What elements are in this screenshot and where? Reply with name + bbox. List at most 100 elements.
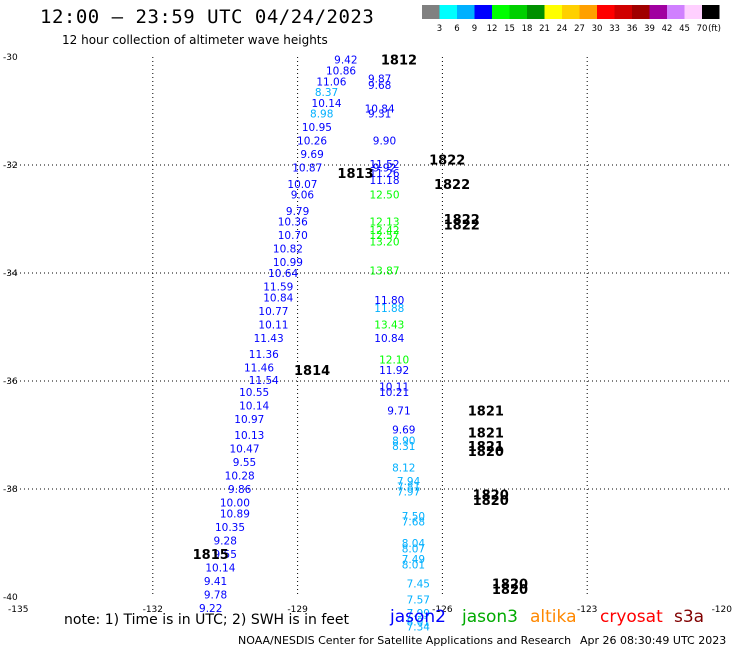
swh-value-jason3: 7.94 — [397, 476, 421, 488]
swh-value-jason3: 7.49 — [402, 554, 425, 566]
swh-value-jason2: 9.42 — [334, 55, 357, 67]
y-tick-label: -36 — [3, 377, 18, 387]
swh-value-jason3: 13.43 — [374, 319, 404, 331]
pass-label: 1821 — [468, 405, 504, 420]
swh-value-jason2: 10.13 — [234, 430, 264, 442]
swh-value-jason2: 9.55 — [233, 457, 256, 469]
swh-value-jason3: 11.80 — [374, 295, 404, 307]
swh-value-jason3: 12.42 — [369, 225, 399, 237]
swh-value-jason2: 9.28 — [214, 535, 237, 547]
colorbar-label: 70 — [697, 24, 708, 34]
pass-label: 1814 — [294, 364, 330, 379]
timestamp-text: Apr 26 08:30:49 UTC 2023 — [580, 634, 727, 647]
colorbar-label: 9 — [472, 24, 477, 34]
swh-value-jason2: 10.55 — [239, 387, 269, 399]
x-tick-label: -129 — [287, 605, 308, 615]
pass-label: 1822 — [434, 178, 470, 193]
swh-value-jason2: 10.14 — [312, 98, 342, 110]
colorbar-swatch — [544, 5, 562, 19]
swh-value-jason2: 10.82 — [273, 244, 303, 256]
pass-label: 1822 — [444, 213, 480, 228]
colorbar-label: 33 — [609, 24, 620, 34]
swh-value-jason3: 11.88 — [374, 303, 404, 315]
swh-value-jason3: 10.84 — [374, 333, 404, 345]
pass-label: 1820 — [473, 488, 509, 503]
colorbar-swatch — [492, 5, 510, 19]
swh-value-jason3: 11.52 — [369, 159, 399, 171]
swh-value-jason3: 7.50 — [402, 511, 425, 523]
pass-label: 1813 — [337, 167, 373, 182]
colorbar-swatch — [702, 5, 720, 19]
swh-value-jason3: 10.21 — [379, 387, 409, 399]
colorbar-swatch — [632, 5, 650, 19]
swh-value-jason3: 7.97 — [397, 487, 420, 499]
swh-value-jason2: 10.00 — [220, 498, 250, 510]
swh-value-jason3: 11.26 — [369, 168, 399, 180]
legend-cryosat: cryosat — [600, 607, 663, 627]
swh-value-jason2: 10.77 — [258, 306, 288, 318]
swh-value-jason2: 11.36 — [249, 349, 279, 361]
colorbar-swatch — [457, 5, 475, 19]
swh-value-jason2: 8.98 — [310, 109, 333, 121]
legend-altika: altika — [530, 607, 577, 627]
colorbar-swatch — [422, 5, 440, 19]
swh-value-jason3: 9.71 — [387, 406, 410, 418]
colorbar-label: 3 — [437, 24, 442, 34]
swh-value-jason3: 9.90 — [373, 136, 396, 148]
swh-value-jason2: 10.11 — [258, 319, 288, 331]
swh-value-jason3: 8.90 — [392, 435, 415, 447]
x-tick-label: -120 — [712, 605, 733, 615]
pass-label: 1822 — [429, 154, 465, 169]
swh-value-jason2: 10.89 — [220, 508, 250, 520]
pass-label: 1821 — [468, 426, 504, 441]
swh-value-jason3: 11.92 — [379, 365, 409, 377]
legend-jason2: jason2 — [390, 607, 446, 627]
swh-value-jason3: 7.45 — [407, 579, 430, 591]
swh-value-jason2: 10.35 — [215, 522, 245, 534]
y-tick-label: -30 — [3, 53, 18, 63]
x-tick-label: -126 — [432, 605, 453, 615]
swh-value-jason3: 12.13 — [369, 217, 399, 229]
swh-value-jason3: 12.57 — [369, 230, 399, 242]
swh-value-jason2: 10.07 — [287, 179, 317, 191]
swh-value-jason3: 12.50 — [369, 190, 399, 202]
colorbar-swatch — [597, 5, 615, 19]
chart-subtitle: 12 hour collection of altimeter wave hei… — [62, 33, 328, 47]
swh-value-jason3: 8.04 — [402, 538, 426, 550]
note-text: note: 1) Time is in UTC; 2) SWH is in fe… — [64, 612, 350, 628]
y-tick-label: -32 — [3, 161, 18, 171]
swh-value-jason2: 10.95 — [302, 122, 332, 134]
swh-value-jason3: 9.92 — [373, 163, 396, 175]
swh-value-jason2: 10.47 — [229, 444, 259, 456]
swh-value-jason2: 10.86 — [326, 66, 356, 78]
swh-value-jason3: 9.87 — [368, 74, 391, 86]
colorbar-label: 15 — [504, 24, 515, 34]
colorbar-label: 36 — [627, 24, 638, 34]
swh-value-jason3: 7.68 — [402, 516, 425, 528]
colorbar-label: 45 — [679, 24, 690, 34]
swh-value-jason2: 9.86 — [228, 484, 252, 496]
y-tick-label: -34 — [3, 269, 18, 279]
colorbar-label: 42 — [662, 24, 673, 34]
swh-value-jason3: 8.12 — [392, 462, 415, 474]
swh-value-jason2: 11.59 — [263, 282, 293, 294]
y-tick-label: -40 — [3, 593, 18, 603]
swh-value-jason3: 8.01 — [407, 616, 430, 628]
x-tick-label: -123 — [577, 605, 597, 615]
swh-value-jason2: 11.54 — [249, 375, 279, 387]
swh-value-jason2: 11.43 — [254, 333, 284, 345]
swh-value-jason2: 10.84 — [263, 292, 293, 304]
swh-value-jason2: 9.41 — [204, 576, 227, 588]
swh-value-jason3: 9.68 — [368, 80, 391, 92]
pass-label: 1820 — [468, 445, 504, 460]
colorbar-label: (ft) — [708, 24, 721, 34]
swh-value-jason3: 7.99 — [407, 608, 430, 620]
colorbar-swatch — [667, 5, 685, 19]
colorbar-label: 21 — [539, 24, 550, 34]
colorbar: 3 6 9 12 15 18 21 24 27 30 33 36 39 42 45 70 (ft) — [422, 5, 721, 34]
swh-value-jason2: 9.06 — [291, 190, 315, 202]
colorbar-swatch — [509, 5, 527, 19]
colorbar-swatch — [579, 5, 597, 19]
colorbar-swatch — [562, 5, 580, 19]
